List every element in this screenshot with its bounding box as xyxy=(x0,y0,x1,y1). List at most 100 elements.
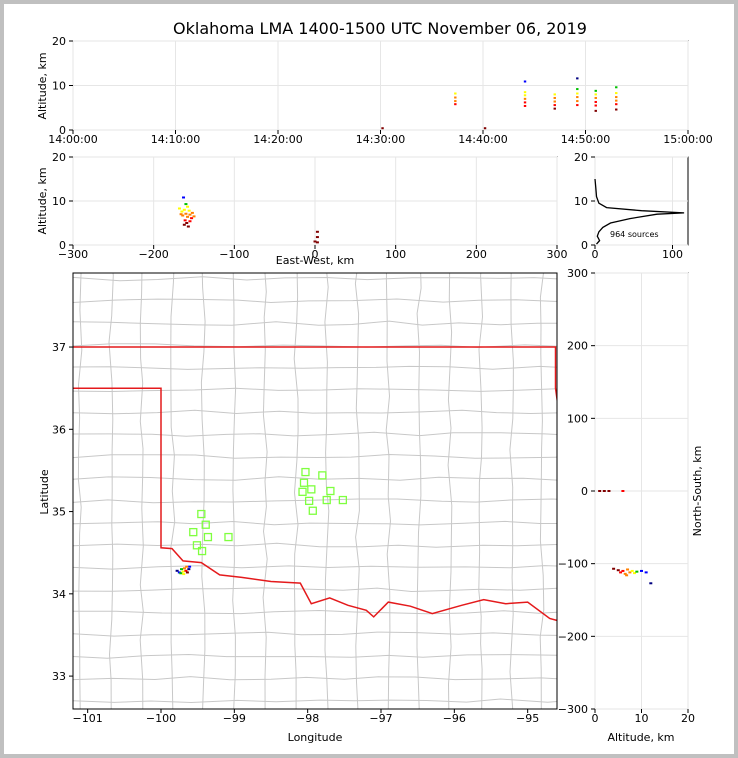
ew-height-ticks: −300 −200 −100 0 100 200 300 0 10 20 xyxy=(52,151,568,261)
source-point xyxy=(181,570,185,573)
source-point xyxy=(185,222,189,224)
source-point xyxy=(192,215,196,218)
x-tick-label: 15:00:00 xyxy=(663,133,712,146)
plan-view-panel: −101 −100 −99 −98 −97 −96 −95 33 34 35 36 37 Latitu… xyxy=(38,272,558,744)
y-tick-label: 33 xyxy=(52,670,66,683)
time-height-panel: 14:00:00 14:10:00 14:20:00 14:30:00 14:40:00… xyxy=(36,35,713,146)
source-point xyxy=(623,572,627,575)
figure-frame: Oklahoma LMA 1400-1500 UTC November 06, … xyxy=(4,4,734,754)
x-tick-label: −300 xyxy=(58,248,88,261)
x-tick-label: 100 xyxy=(662,248,683,261)
source-point xyxy=(454,92,457,95)
source-point xyxy=(523,80,527,83)
y-tick-label: 200 xyxy=(567,340,588,353)
county-line xyxy=(324,273,330,709)
source-point xyxy=(179,213,183,216)
county-line xyxy=(73,431,557,437)
x-tick-label: 14:40:00 xyxy=(458,133,507,146)
x-tick-label: 14:30:00 xyxy=(356,133,405,146)
lma-figure: Oklahoma LMA 1400-1500 UTC November 06, … xyxy=(36,19,713,744)
station-marker xyxy=(326,486,335,496)
ew-height-ylabel: Altitude, km xyxy=(36,167,49,234)
county-line xyxy=(385,273,392,709)
x-tick-label: 14:00:00 xyxy=(48,133,97,146)
y-tick-label: 0 xyxy=(59,239,66,252)
source-point xyxy=(553,107,556,110)
source-point xyxy=(186,215,190,218)
source-point xyxy=(598,490,602,492)
x-tick-label: 300 xyxy=(547,248,568,261)
y-tick-label: 0 xyxy=(59,124,66,137)
y-tick-label: 10 xyxy=(574,195,588,208)
source-point xyxy=(184,569,188,572)
station-marker xyxy=(338,495,348,505)
county-line xyxy=(73,609,557,615)
station-marker xyxy=(192,541,202,550)
county-line xyxy=(354,273,360,709)
source-point xyxy=(483,127,487,130)
source-point xyxy=(177,207,181,210)
y-tick-label: 0 xyxy=(581,485,588,498)
y-tick-label: 300 xyxy=(567,267,588,280)
station-marker xyxy=(304,496,314,506)
station-marker xyxy=(322,495,331,505)
y-tick-label: −300 xyxy=(558,703,588,716)
x-tick-label: 10 xyxy=(635,712,649,725)
county-line xyxy=(169,273,176,709)
x-tick-label: 14:50:00 xyxy=(561,133,610,146)
station-marker xyxy=(308,506,317,515)
x-tick-label: −97 xyxy=(369,712,392,725)
y-tick-label: −100 xyxy=(558,558,588,571)
figure-title: Oklahoma LMA 1400-1500 UTC November 06, … xyxy=(173,19,587,38)
source-point xyxy=(190,217,194,220)
source-point xyxy=(594,104,597,107)
county-line xyxy=(447,273,453,709)
county-line xyxy=(73,276,557,282)
station-marker xyxy=(299,478,309,487)
y-tick-label: 36 xyxy=(52,423,66,436)
county-line xyxy=(232,273,237,709)
y-tick-label: 20 xyxy=(574,151,588,164)
source-point xyxy=(185,565,189,568)
source-point xyxy=(315,236,319,239)
county-line xyxy=(77,273,83,709)
county-line xyxy=(73,409,557,415)
source-point xyxy=(454,100,457,103)
x-tick-label: 14:20:00 xyxy=(253,133,302,146)
histogram-grid xyxy=(594,156,688,246)
y-tick-label: −200 xyxy=(558,630,588,643)
source-point xyxy=(184,203,188,206)
source-point xyxy=(180,210,184,213)
source-point xyxy=(640,569,643,572)
source-point xyxy=(190,211,194,214)
source-point xyxy=(644,571,648,574)
height-ns-panel: 0 10 20 −300 −200 −100 0 100 200 300 Altitude, km… xyxy=(558,267,704,744)
source-point xyxy=(615,103,618,106)
x-tick-label: −95 xyxy=(516,712,539,725)
source-point xyxy=(607,490,611,492)
x-tick-label: −99 xyxy=(223,712,246,725)
altitude-histogram-panel: 0 100 0 10 20 964 sources xyxy=(574,151,689,261)
histogram-ticks: 0 100 0 10 20 xyxy=(574,151,683,261)
county-line xyxy=(73,365,557,370)
station-marker xyxy=(203,532,213,542)
y-tick-label: 20 xyxy=(52,35,66,48)
source-point xyxy=(621,569,625,572)
source-point xyxy=(633,572,637,575)
x-tick-label: −98 xyxy=(296,712,319,725)
source-point xyxy=(180,568,184,571)
height-ns-ylabel: North-South, km xyxy=(691,446,704,537)
source-point xyxy=(594,93,597,96)
source-point xyxy=(313,240,317,243)
source-point xyxy=(523,101,527,104)
source-point xyxy=(454,96,457,99)
source-point xyxy=(576,104,579,107)
time-height-ticks: 14:00:00 14:10:00 14:20:00 14:30:00 14:40:00… xyxy=(48,35,712,146)
source-point xyxy=(187,209,191,212)
source-point xyxy=(635,570,639,573)
source-point xyxy=(188,565,192,568)
source-point xyxy=(626,568,630,571)
y-tick-label: 100 xyxy=(567,412,588,425)
x-tick-label: −100 xyxy=(219,248,249,261)
source-point xyxy=(630,569,634,572)
